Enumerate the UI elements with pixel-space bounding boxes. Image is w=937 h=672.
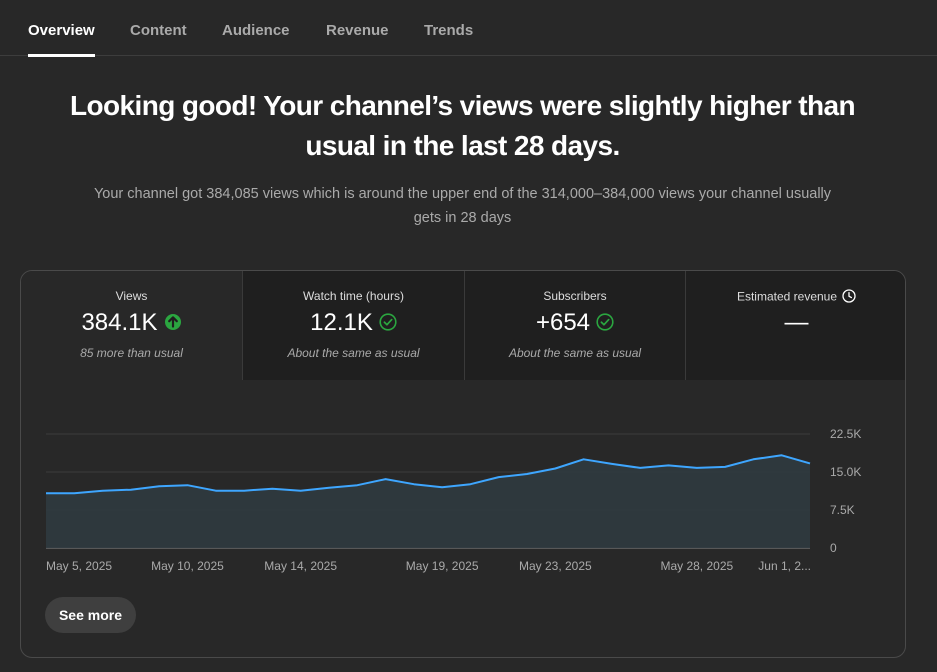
metric-note: 85 more than usual (80, 346, 183, 360)
metric-note: About the same as usual (287, 346, 420, 360)
metric-value-text: +654 (535, 309, 591, 336)
y-tick-label: 0 (830, 541, 837, 555)
x-tick-label: May 14, 2025 (264, 559, 337, 573)
check-circle-icon (596, 310, 614, 338)
x-tick-label: May 19, 2025 (406, 559, 479, 573)
x-tick-label: May 10, 2025 (151, 559, 224, 573)
x-tick-label: May 28, 2025 (660, 559, 733, 573)
check-circle-icon (379, 310, 397, 338)
x-tick-label: Jun 1, 2... (758, 559, 811, 573)
x-tick-label: May 5, 2025 (46, 559, 112, 573)
y-tick-label: 7.5K (830, 503, 855, 517)
tab-overview[interactable]: Overview (28, 0, 95, 57)
series-area (46, 455, 810, 548)
series-line (46, 454, 811, 495)
tab-revenue[interactable]: Revenue (326, 22, 389, 39)
metrics-card: Views 384.1K 85 more than usual Watch ti… (20, 270, 906, 658)
metric-label: Watch time (hours) (303, 289, 404, 303)
metric-note: About the same as usual (508, 346, 642, 360)
metric-watch-time[interactable]: Watch time (hours) 12.1K About the same … (242, 271, 464, 380)
metric-label: Subscribers (543, 289, 607, 303)
x-tick-label: May 23, 2025 (519, 559, 592, 573)
tab-content[interactable]: Content (130, 22, 187, 39)
tab-trends[interactable]: Trends (424, 22, 474, 39)
page-summary: Your channel got 384,085 views which is … (93, 186, 832, 226)
metric-views[interactable]: Views 384.1K 85 more than usual (21, 271, 242, 380)
metric-label: Estimated revenue (686, 289, 905, 306)
arrow-up-circle-icon (164, 310, 182, 338)
page-headline: Looking good! Your channel’s views were … (70, 90, 856, 161)
metric-value-text: 12.1K (310, 309, 373, 336)
metric-value: 384.1K (21, 309, 242, 338)
metric-estimated-revenue[interactable]: Estimated revenue — (685, 271, 905, 380)
tab-audience[interactable]: Audience (222, 22, 290, 39)
metric-label-text: Estimated revenue (736, 289, 838, 304)
metric-value-text: 384.1K (81, 309, 158, 336)
metric-subscribers[interactable]: Subscribers +654 About the same as usual (464, 271, 685, 380)
metric-tabs: Views 384.1K 85 more than usual Watch ti… (21, 271, 905, 380)
clock-icon (842, 289, 856, 306)
views-chart[interactable]: 22.5K 15.0K 7.5K 0 May 5, 2025 May 10, 2025 Ma… (21, 271, 906, 591)
metric-value: +654 (465, 309, 685, 338)
y-tick-label: 15.0K (830, 465, 861, 479)
metric-label: Views (115, 289, 148, 303)
y-tick-label: 22.5K (830, 427, 861, 441)
metric-value: 12.1K (243, 309, 464, 338)
metric-value: — (784, 309, 809, 336)
see-more-button[interactable]: See more (45, 597, 136, 633)
tab-bar: Overview Content Audience Revenue Trends (0, 0, 937, 57)
